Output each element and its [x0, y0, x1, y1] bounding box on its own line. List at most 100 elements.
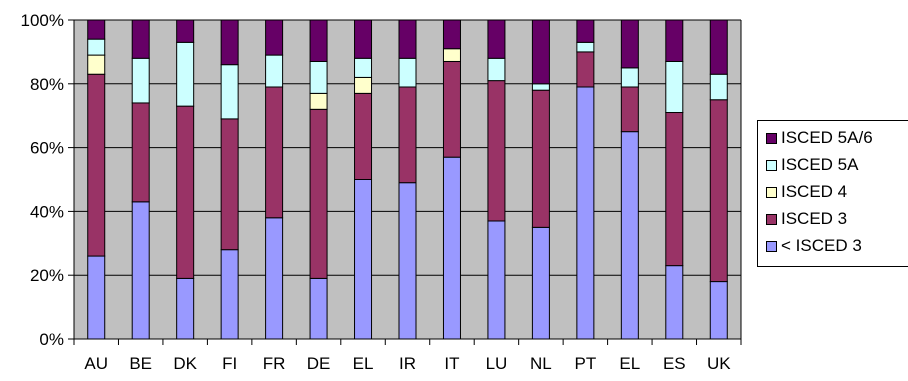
bar-segment	[87, 38, 106, 56]
legend-swatch	[766, 213, 777, 225]
x-tick-label: EL	[353, 354, 374, 373]
legend-swatch	[766, 186, 777, 198]
y-tick-label: 80%	[30, 75, 64, 94]
bar-segment	[576, 51, 595, 88]
y-tick-label: 0%	[39, 330, 64, 349]
bar-segment	[309, 108, 328, 279]
bar-segment	[220, 118, 239, 251]
bar-segment	[487, 19, 506, 59]
bar-segment	[487, 57, 506, 82]
x-tick-label: FI	[222, 354, 237, 373]
x-tick-label: IR	[399, 354, 416, 373]
bar-segment	[442, 156, 461, 340]
bar-segment	[620, 67, 639, 88]
bar-segment	[576, 19, 595, 43]
x-tick-label: AU	[84, 354, 108, 373]
bar-segment	[665, 19, 684, 62]
bar-segment	[131, 201, 150, 340]
x-tick-label: ES	[663, 354, 686, 373]
bar-segment	[665, 265, 684, 340]
legend-swatch	[766, 159, 777, 171]
bar-segment	[487, 220, 506, 340]
bar-segment	[398, 57, 417, 88]
bar-segment	[620, 86, 639, 133]
bar-segment	[265, 19, 284, 56]
bar-segment	[354, 19, 373, 59]
bar-segment	[220, 249, 239, 340]
bar-segment	[531, 83, 550, 91]
bar-segment	[176, 105, 195, 279]
bar-segment	[87, 54, 106, 75]
bar-segment	[576, 86, 595, 340]
bar-segment	[176, 19, 195, 43]
bar-segment	[709, 73, 728, 101]
bar-segment	[176, 41, 195, 107]
x-tick-label: UK	[707, 354, 731, 373]
bar-segment	[665, 112, 684, 267]
x-tick-label: NL	[530, 354, 552, 373]
bar-segment	[220, 64, 239, 120]
bar-segment	[131, 19, 150, 59]
bar-segment	[354, 76, 373, 94]
legend-item: ISCED 4	[766, 181, 847, 203]
x-tick-label: EL	[619, 354, 640, 373]
bar-segment	[442, 19, 461, 50]
bar-segment	[531, 89, 550, 228]
bar-segment	[87, 73, 106, 257]
bar-segment	[531, 226, 550, 340]
bar-segment	[531, 19, 550, 85]
bar-segment	[354, 92, 373, 180]
bar-segment	[131, 57, 150, 104]
bar-segment	[220, 19, 239, 66]
bar-segment	[709, 281, 728, 340]
bar-segment	[309, 277, 328, 340]
bar-segment	[354, 57, 373, 78]
legend-item: ISCED 3	[766, 208, 847, 230]
y-tick-label: 60%	[30, 139, 64, 158]
bar-segment	[398, 182, 417, 340]
y-tick-label: 100%	[21, 11, 64, 30]
y-tick-label: 20%	[30, 266, 64, 285]
legend-label: ISCED 5A	[781, 155, 859, 174]
x-tick-label: DK	[173, 354, 197, 373]
legend-label: ISCED 4	[781, 182, 848, 201]
bar-segment	[309, 92, 328, 110]
x-tick-label: FR	[263, 354, 286, 373]
x-tick-label: IT	[444, 354, 459, 373]
legend-item: ISCED 5A	[766, 154, 858, 176]
bar-segment	[309, 60, 328, 94]
x-tick-label: BE	[129, 354, 152, 373]
bar-segment	[398, 19, 417, 59]
bar-segment	[309, 19, 328, 62]
bar-segment	[87, 19, 106, 40]
legend-label: ISCED 3	[781, 209, 848, 228]
legend-swatch	[766, 132, 777, 144]
bar-segment	[709, 99, 728, 283]
legend-label: < ISCED 3	[781, 236, 862, 255]
bar-segment	[265, 54, 284, 88]
bar-segment	[265, 86, 284, 219]
legend-item: < ISCED 3	[766, 235, 862, 257]
y-tick-label: 40%	[30, 202, 64, 221]
bar-segment	[87, 255, 106, 340]
bar-segment	[176, 277, 195, 340]
legend-swatch	[766, 240, 777, 252]
bar-segment	[620, 19, 639, 69]
bar-segment	[576, 41, 595, 53]
bar-segment	[709, 19, 728, 75]
legend-item: ISCED 5A/6	[766, 127, 873, 149]
bar-segment	[442, 48, 461, 62]
bar-segment	[620, 131, 639, 340]
bar-segment	[398, 86, 417, 184]
bar-segment	[265, 217, 284, 340]
bar-segment	[131, 102, 150, 203]
legend: ISCED 5A/6 ISCED 5A ISCED 4 ISCED 3 < ISCED …	[757, 120, 908, 267]
bar-segment	[354, 179, 373, 340]
bar-segment	[665, 60, 684, 114]
bar-segment	[442, 60, 461, 158]
legend-label: ISCED 5A/6	[781, 128, 873, 147]
bar-segment	[487, 80, 506, 222]
x-tick-label: LU	[486, 354, 508, 373]
